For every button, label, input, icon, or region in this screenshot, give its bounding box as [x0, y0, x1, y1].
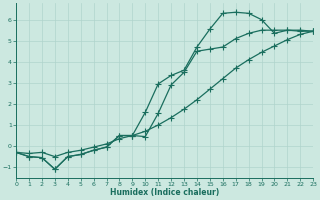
X-axis label: Humidex (Indice chaleur): Humidex (Indice chaleur) [110, 188, 219, 197]
